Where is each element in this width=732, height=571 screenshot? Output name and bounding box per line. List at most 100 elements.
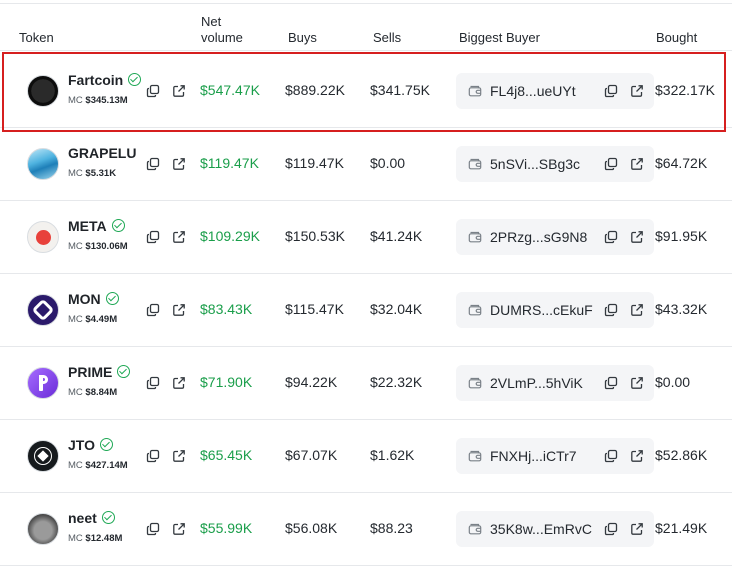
table-row-neet[interactable]: neet MC $12.48M $55.99K $56.08K $88.23 3… xyxy=(0,493,732,566)
header-biggest-buyer[interactable]: Biggest Buyer xyxy=(459,30,540,45)
buys-value: $119.47K xyxy=(285,155,344,171)
wallet-icon xyxy=(468,157,482,170)
external-link-icon[interactable] xyxy=(172,522,186,536)
token-logo xyxy=(27,367,59,399)
table-row-mon[interactable]: MON MC $4.49M $83.43K $115.47K $32.04K D… xyxy=(0,274,732,347)
buyer-external-link-icon[interactable] xyxy=(630,157,644,171)
verified-icon xyxy=(99,438,113,451)
net-volume-value: $83.43K xyxy=(200,301,253,317)
buyer-external-link-icon[interactable] xyxy=(630,84,644,98)
buyer-address: 35K8w...EmRvC xyxy=(490,521,592,537)
buys-value: $150.53K xyxy=(285,228,345,244)
bought-value: $43.32K xyxy=(655,301,708,317)
bought-value: $322.17K xyxy=(655,82,715,98)
buyer-external-link-icon[interactable] xyxy=(630,522,644,536)
bought-value: $91.95K xyxy=(655,228,708,244)
biggest-buyer-chip[interactable]: FL4j8...ueUYt xyxy=(456,73,654,109)
table-row-jto[interactable]: JTO MC $427.14M $65.45K $67.07K $1.62K F… xyxy=(0,420,732,493)
copy-buyer-icon[interactable] xyxy=(604,376,618,390)
copy-address-icon[interactable] xyxy=(146,522,160,536)
biggest-buyer-chip[interactable]: 5nSVi...SBg3c xyxy=(456,146,654,182)
wallet-icon xyxy=(468,522,482,535)
bought-value: $64.72K xyxy=(655,155,708,171)
buyer-external-link-icon[interactable] xyxy=(630,449,644,463)
sells-value: $1.62K xyxy=(370,447,415,463)
copy-buyer-icon[interactable] xyxy=(604,449,618,463)
buys-value: $56.08K xyxy=(285,520,338,536)
external-link-icon[interactable] xyxy=(172,376,186,390)
header-net-volume[interactable]: Net volume xyxy=(201,14,243,45)
copy-address-icon[interactable] xyxy=(146,230,160,244)
external-link-icon[interactable] xyxy=(172,303,186,317)
external-link-icon[interactable] xyxy=(172,157,186,171)
biggest-buyer-chip[interactable]: 35K8w...EmRvC xyxy=(456,511,654,547)
token-logo xyxy=(27,294,59,326)
net-volume-value: $547.47K xyxy=(200,82,260,98)
buys-value: $94.22K xyxy=(285,374,338,390)
buys-value: $67.07K xyxy=(285,447,338,463)
wallet-icon xyxy=(468,303,482,316)
wallet-icon xyxy=(468,449,482,462)
buyer-external-link-icon[interactable] xyxy=(630,376,644,390)
wallet-icon xyxy=(468,376,482,389)
buyer-address: 5nSVi...SBg3c xyxy=(490,156,581,172)
verified-icon xyxy=(101,511,115,524)
net-volume-value: $119.47K xyxy=(200,155,259,171)
buys-value: $889.22K xyxy=(285,82,345,98)
copy-address-icon[interactable] xyxy=(146,376,160,390)
token-name[interactable]: META xyxy=(68,218,125,234)
buyer-address: DUMRS...cEkuF xyxy=(490,302,593,318)
copy-buyer-icon[interactable] xyxy=(604,522,618,536)
biggest-buyer-chip[interactable]: 2VLmP...5hViK xyxy=(456,365,654,401)
copy-address-icon[interactable] xyxy=(146,157,160,171)
copy-address-icon[interactable] xyxy=(146,449,160,463)
net-volume-value: $71.90K xyxy=(200,374,253,390)
market-cap: MC $12.48M xyxy=(68,533,123,544)
market-cap: MC $345.13M xyxy=(68,95,128,106)
net-volume-value: $65.45K xyxy=(200,447,253,463)
external-link-icon[interactable] xyxy=(172,449,186,463)
table-row-meta[interactable]: META MC $130.06M $109.29K $150.53K $41.2… xyxy=(0,201,732,274)
token-logo xyxy=(27,513,59,545)
verified-icon xyxy=(128,73,142,86)
copy-address-icon[interactable] xyxy=(146,84,160,98)
market-cap: MC $130.06M xyxy=(68,241,128,252)
token-name[interactable]: Fartcoin xyxy=(68,72,142,88)
table-row-prime[interactable]: PRIME MC $8.84M $71.90K $94.22K $22.32K … xyxy=(0,347,732,420)
buyer-external-link-icon[interactable] xyxy=(630,303,644,317)
biggest-buyer-chip[interactable]: 2PRzg...sG9N8 xyxy=(456,219,654,255)
buyer-external-link-icon[interactable] xyxy=(630,230,644,244)
sells-value: $0.00 xyxy=(370,155,406,171)
copy-buyer-icon[interactable] xyxy=(604,303,618,317)
copy-address-icon[interactable] xyxy=(146,303,160,317)
bought-value: $0.00 xyxy=(655,374,691,390)
token-name[interactable]: GRAPELU xyxy=(68,145,137,161)
biggest-buyer-chip[interactable]: FNXHj...iCTr7 xyxy=(456,438,654,474)
token-logo xyxy=(27,440,59,472)
header-sells[interactable]: Sells xyxy=(373,30,402,45)
token-name[interactable]: MON xyxy=(68,291,119,307)
external-link-icon[interactable] xyxy=(172,84,186,98)
table-row-grapelu[interactable]: GRAPELU MC $5.31K $119.47K $119.47K $0.0… xyxy=(0,128,732,201)
sells-value: $341.75K xyxy=(370,82,430,98)
header-token[interactable]: Token xyxy=(19,30,54,45)
wallet-icon xyxy=(468,84,482,97)
copy-buyer-icon[interactable] xyxy=(604,157,618,171)
external-link-icon[interactable] xyxy=(172,230,186,244)
token-name[interactable]: neet xyxy=(68,510,115,526)
token-name[interactable]: PRIME xyxy=(68,364,131,380)
copy-buyer-icon[interactable] xyxy=(604,230,618,244)
biggest-buyer-chip[interactable]: DUMRS...cEkuF xyxy=(456,292,654,328)
buyer-address: 2VLmP...5hViK xyxy=(490,375,583,391)
header-buys[interactable]: Buys xyxy=(288,30,317,45)
table-row-fartcoin[interactable]: Fartcoin MC $345.13M $547.47K $889.22K $… xyxy=(0,55,732,128)
token-name[interactable]: JTO xyxy=(68,437,113,453)
sells-value: $88.23 xyxy=(370,520,413,536)
market-cap: MC $8.84M xyxy=(68,387,118,398)
bought-value: $52.86K xyxy=(655,447,708,463)
bought-value: $21.49K xyxy=(655,520,708,536)
sells-value: $32.04K xyxy=(370,301,423,317)
header-bought[interactable]: Bought xyxy=(656,30,698,45)
top-border xyxy=(0,3,732,4)
copy-buyer-icon[interactable] xyxy=(604,84,618,98)
